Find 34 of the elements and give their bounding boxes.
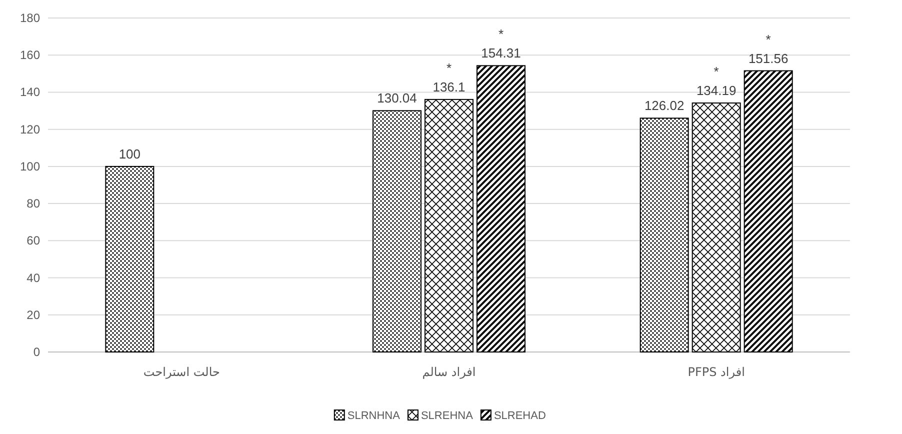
x-tick-label: افراد سالم <box>422 365 476 379</box>
y-tick-label: 120 <box>20 122 40 136</box>
bar <box>372 110 422 352</box>
legend-label: SLREHNA <box>420 410 474 422</box>
y-tick-label: 20 <box>26 308 40 322</box>
y-tick-label: 60 <box>26 234 40 248</box>
y-tick-label: 160 <box>20 48 40 62</box>
data-label: 130.04 <box>377 90 417 106</box>
data-label: 136.1 <box>432 79 466 94</box>
bar <box>744 70 793 352</box>
legend-label: SLREHAD <box>494 410 546 422</box>
y-tick-label: 100 <box>20 159 40 174</box>
bar <box>640 118 689 352</box>
y-tick-label: 0 <box>33 345 40 359</box>
data-label: 126.02 <box>644 98 684 114</box>
bar <box>692 102 741 352</box>
bar <box>424 98 474 352</box>
bar <box>105 166 154 352</box>
annotation: * <box>766 32 771 47</box>
data-label: 100 <box>118 146 141 162</box>
y-tick-label: 180 <box>20 11 40 25</box>
data-label: 154.31 <box>481 46 521 61</box>
x-tick-label: حالت استراحت <box>143 365 220 379</box>
x-tick-label: افراد PFPS <box>688 365 745 379</box>
data-label: 134.19 <box>696 83 736 98</box>
annotation: * <box>446 60 452 76</box>
y-tick-label: 140 <box>20 85 40 100</box>
annotation: * <box>714 64 719 80</box>
data-label: 151.56 <box>748 50 788 66</box>
legend-label: SLRNHNA <box>347 410 401 422</box>
bar <box>476 65 526 352</box>
annotation: * <box>498 26 504 42</box>
y-tick-label: 40 <box>26 270 40 285</box>
y-tick-label: 80 <box>26 196 40 211</box>
